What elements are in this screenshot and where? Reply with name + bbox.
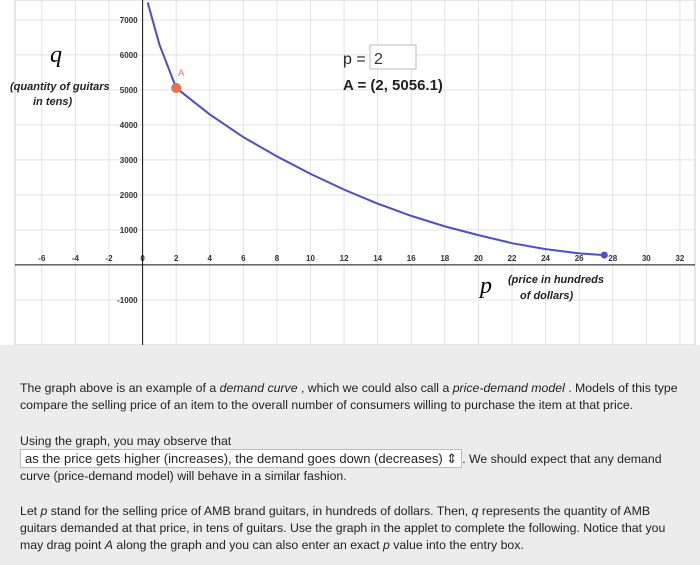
x-tick-label: 28	[608, 254, 617, 263]
point-readout: A = (2, 5056.1)	[343, 77, 443, 94]
y-tick-label: 1000	[120, 226, 138, 235]
text: represents the quantity of AMB guitars d…	[20, 504, 666, 552]
x-tick-label: 24	[541, 254, 550, 263]
text: . Models of this type compare the sellin…	[20, 381, 678, 412]
x-tick-label: 22	[508, 254, 517, 263]
x-axis-label: of dollars)	[520, 290, 574, 302]
text: . We should expect that any demand curve…	[20, 452, 662, 483]
point-a-label: A	[178, 68, 184, 78]
y-tick-label: 3000	[120, 156, 138, 165]
demand-curve	[146, 2, 605, 257]
y-tick-label: 2000	[120, 191, 138, 200]
x-tick-label: 20	[474, 254, 483, 263]
plot-frame	[14, 0, 696, 345]
x-tick-label: 16	[407, 254, 416, 263]
p-input-box[interactable]	[369, 44, 417, 70]
x-tick-label: 8	[275, 254, 280, 263]
text: price-demand model	[452, 381, 565, 395]
text: p	[383, 538, 390, 552]
text: A	[104, 538, 113, 552]
text: demand curve	[219, 381, 298, 395]
text: value into the entry box.	[389, 538, 524, 552]
x-tick-label: 2	[174, 254, 179, 263]
x-tick-label: -6	[38, 254, 46, 263]
dropdown[interactable]: as the price gets higher (increases), th…	[20, 449, 463, 468]
x-tick-label: 18	[440, 254, 449, 263]
x-tick-label: 4	[208, 254, 213, 263]
text: q	[471, 504, 479, 518]
x-tick-label: 30	[642, 254, 651, 263]
x-tick-label: 10	[306, 254, 315, 263]
dropdown-value[interactable]: as the price gets higher (increases), th…	[25, 451, 443, 466]
y-tick-label: 4000	[120, 121, 138, 130]
chart: q (quantity of guitars in tens) p (price…	[0, 0, 700, 345]
x-tick-label: -4	[72, 254, 80, 263]
text: along the graph and you can also enter a…	[112, 538, 384, 552]
x-tick-label: -2	[105, 254, 113, 263]
y-tick-label: 6000	[120, 51, 138, 60]
y-axis-label: (quantity of guitars	[10, 81, 110, 93]
x-tick-label: 14	[373, 254, 382, 263]
y-tick-label: 5000	[120, 86, 138, 95]
text: The graph above is an example of a	[20, 381, 220, 395]
x-tick-label: 12	[340, 254, 349, 263]
paragraph: Let p stand for the selling price of AMB…	[20, 503, 685, 554]
y-axis-label: in tens)	[33, 96, 72, 108]
end-point	[600, 251, 608, 259]
text: Using the graph, you may observe that	[20, 434, 232, 448]
x-axis-symbol: p	[478, 273, 492, 299]
text: , which we could also call a	[297, 381, 453, 395]
x-tick-label: 26	[575, 254, 584, 263]
y-axis-symbol: q	[50, 42, 62, 68]
x-tick-label: 6	[241, 254, 246, 263]
x-tick-label: 32	[675, 254, 684, 263]
input-label: p =	[343, 51, 366, 68]
p-input[interactable]: 2	[374, 51, 383, 68]
text: stand for the selling price of AMB brand…	[47, 504, 472, 518]
text: p	[40, 504, 48, 518]
question-text: The graph above is an example of a deman…	[0, 345, 700, 565]
y-tick-label: -1000	[117, 296, 138, 305]
point-a[interactable]	[171, 82, 182, 93]
paragraph: The graph above is an example of a deman…	[20, 380, 685, 414]
x-axis-label: (price in hundreds	[508, 274, 604, 286]
paragraph: Using the graph, you may observe that as …	[20, 433, 685, 485]
y-tick-label: 7000	[120, 16, 138, 25]
text: Let	[20, 504, 41, 518]
